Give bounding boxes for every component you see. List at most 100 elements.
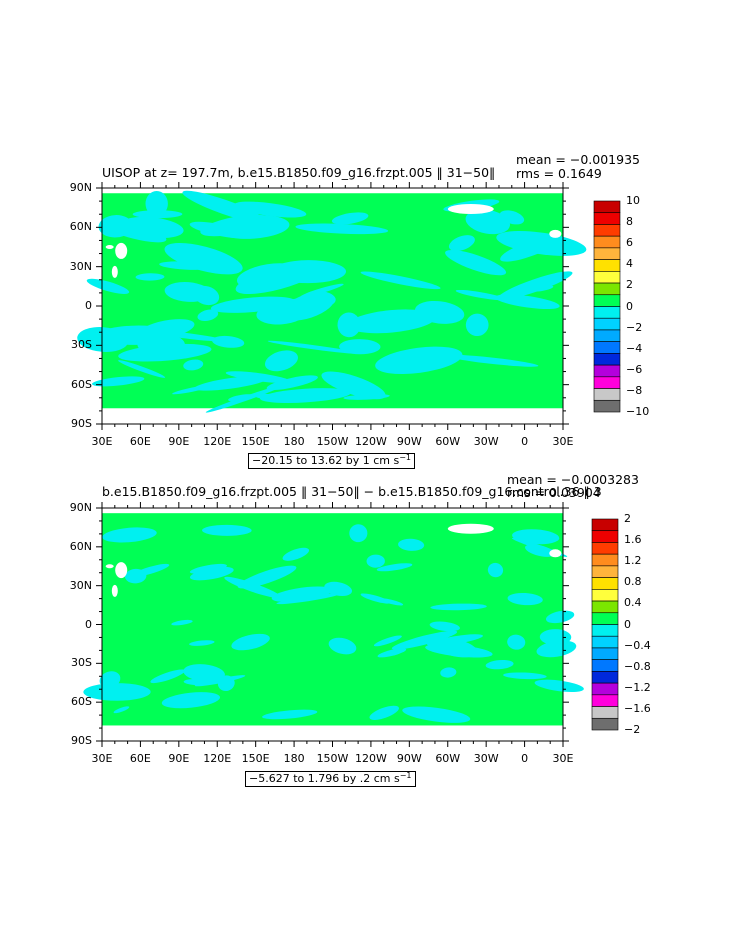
negative-patch — [485, 659, 514, 670]
negative-patch — [507, 634, 526, 650]
x-tick-label: 30E — [552, 752, 574, 765]
negative-patch — [202, 524, 252, 536]
colorbar-box — [591, 717, 619, 731]
negative-patch — [225, 371, 291, 384]
colorbar-box — [591, 682, 619, 696]
negative-patch — [197, 309, 219, 321]
x-tick-label: 90W — [396, 435, 422, 448]
x-tick-label: 60W — [435, 435, 461, 448]
colorbar-box — [591, 659, 619, 672]
negative-patch — [445, 249, 507, 276]
land-patch — [549, 229, 562, 238]
negative-patch — [264, 350, 298, 372]
colorbar-label: −4 — [626, 341, 643, 355]
colorbar-box — [593, 341, 621, 354]
negative-patch — [427, 634, 483, 647]
x-tick-label: 150E — [241, 435, 270, 448]
colorbar-label: −10 — [626, 405, 650, 418]
y-tick-label: 60N — [69, 220, 92, 234]
land-patch — [111, 584, 118, 597]
y-tick-label: 30S — [71, 338, 92, 352]
negative-patch — [99, 671, 121, 689]
colorbar-label: −6 — [626, 362, 643, 376]
negative-patch — [189, 566, 234, 581]
colorbar-label: 0.4 — [624, 596, 642, 610]
negative-patch — [282, 547, 310, 561]
colorbar-box — [593, 329, 621, 342]
negative-patch — [150, 669, 186, 684]
panel-1-mean: mean = −0.001935 — [516, 152, 640, 167]
negative-patch — [455, 289, 507, 301]
colorbar-box — [593, 271, 621, 284]
negative-patch — [445, 354, 539, 367]
negative-patch — [448, 235, 475, 252]
y-tick-label: 90S — [71, 417, 92, 430]
negative-patch — [217, 675, 235, 692]
ocean-field-2 — [102, 513, 563, 726]
negative-patch — [536, 640, 577, 658]
negative-patch — [465, 313, 489, 337]
colorbar-box — [591, 542, 619, 555]
panel-2-range-label: −5.627 to 1.796 by .2 cm s−1 — [245, 771, 416, 787]
negative-patch — [375, 346, 463, 375]
negative-patch — [118, 360, 166, 378]
negative-patch — [534, 679, 584, 693]
colorbar-box — [591, 612, 619, 625]
negative-patch — [145, 190, 168, 217]
negative-patch — [113, 706, 130, 714]
ice-patch — [447, 203, 494, 214]
negative-patch — [172, 385, 212, 395]
colorbar-box — [593, 259, 621, 272]
colorbar-label: −0.4 — [624, 638, 651, 652]
colorbar-box — [593, 317, 621, 331]
colorbar-label: 1.6 — [624, 533, 642, 547]
negative-patch — [91, 376, 145, 387]
colorbar-box — [593, 294, 621, 307]
land-patch — [115, 562, 128, 579]
negative-patch — [377, 648, 407, 658]
colorbar-box — [591, 577, 619, 590]
negative-patch — [281, 291, 335, 321]
y-tick-label: 30S — [71, 656, 92, 670]
colorbar-label: 6 — [626, 236, 633, 250]
colorbar-box — [593, 224, 621, 237]
land-patch — [111, 265, 118, 278]
negative-patch — [121, 216, 184, 239]
negative-patch — [271, 586, 333, 602]
negative-patch — [266, 375, 318, 390]
colorbar-label: −1.2 — [624, 680, 651, 694]
negative-patch — [216, 215, 290, 239]
colorbar-box — [591, 706, 619, 719]
negative-patch — [495, 294, 560, 310]
colorbar-label: 4 — [626, 257, 633, 271]
negative-patch — [202, 248, 229, 259]
negative-patch — [159, 261, 213, 270]
x-tick-label: 60W — [435, 752, 461, 765]
negative-patch — [189, 640, 215, 646]
negative-patch — [331, 212, 369, 225]
negative-patch — [498, 271, 573, 300]
x-tick-label: 150W — [316, 435, 349, 448]
negative-patch — [391, 630, 458, 650]
colorbar-label: 2 — [626, 278, 633, 292]
y-tick-label: 90N — [69, 501, 92, 514]
negative-patch — [440, 667, 457, 678]
colorbar-label: −1.6 — [624, 701, 651, 715]
x-tick-label: 120W — [354, 435, 387, 448]
negative-patch — [366, 554, 385, 568]
negative-patch — [507, 592, 543, 606]
negative-patch — [529, 285, 554, 292]
negative-patch — [183, 664, 225, 682]
negative-patch — [124, 568, 147, 584]
colorbar-box — [591, 600, 619, 614]
x-tick-label: 30E — [91, 752, 113, 765]
negative-patch — [465, 209, 511, 235]
negative-patch — [328, 637, 357, 655]
negative-patch — [164, 242, 243, 275]
negative-patch — [349, 524, 368, 543]
colorbar-box — [591, 694, 619, 707]
colorbar-box — [593, 235, 621, 249]
colorbar-box — [593, 212, 621, 225]
negative-patch — [324, 581, 353, 596]
y-tick-label: 60N — [69, 539, 92, 553]
